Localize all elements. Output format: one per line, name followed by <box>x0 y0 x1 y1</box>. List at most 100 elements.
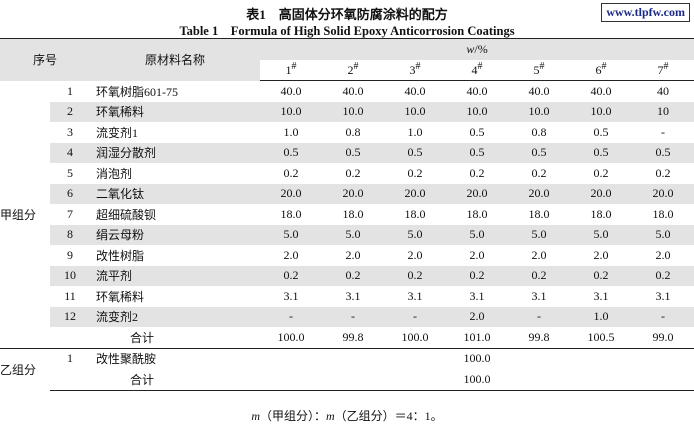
footnote-part: m <box>326 409 335 423</box>
value-cell: 1.0 <box>283 124 299 139</box>
watermark: www.tlpfw.com <box>601 3 690 22</box>
value-cell: 18.0 <box>528 206 550 221</box>
value-cell: 0.5 <box>508 142 571 163</box>
total-value: 100.0 <box>446 369 509 391</box>
seq-cell: 9 <box>67 247 73 262</box>
value-cell: 5.0 <box>446 224 509 245</box>
value-cell: 0.5 <box>260 142 323 163</box>
value-cell: 20.0 <box>632 183 694 204</box>
total-value: 99.8 <box>528 329 550 344</box>
formula-header: 4# <box>446 59 509 81</box>
value-cell: 5.0 <box>508 224 571 245</box>
formula-number: 1 <box>285 63 292 78</box>
table-row: 3 流变剂1 1.0 0.8 1.0 0.5 0.8 0.5 - <box>0 122 694 143</box>
value-cell: 2.0 <box>446 306 509 327</box>
value-cell: 2.0 <box>531 247 547 262</box>
value-cell: 20.0 <box>508 183 571 204</box>
name-cell: 改性树脂 <box>96 248 145 263</box>
value-cell: 18.0 <box>590 206 612 221</box>
value-cell: 0.5 <box>593 124 609 139</box>
value-cell: 3.1 <box>407 288 423 303</box>
value-cell: 20.0 <box>260 183 323 204</box>
w-symbol: w <box>466 41 475 56</box>
seq-cell: 8 <box>50 224 91 245</box>
value-cell: 18.0 <box>404 206 426 221</box>
header-cell: 原材料名称 <box>90 38 261 81</box>
formula-number: 5 <box>533 63 540 78</box>
formula-number: 7 <box>657 63 664 78</box>
formula-header: 2# <box>322 59 385 81</box>
name-cell: 超细硫酸钡 <box>96 207 157 222</box>
table-row: 9 改性树脂 2.0 2.0 2.0 2.0 2.0 2.0 2.0 <box>0 245 694 266</box>
table-row: 6 二氧化钛 20.0 20.0 20.0 20.0 20.0 20.0 20.0 <box>0 183 694 204</box>
value-cell: 0.2 <box>593 165 609 180</box>
value-cell: 18.0 <box>652 206 674 221</box>
formula-header: 3# <box>384 59 447 81</box>
formula-header: 5# <box>508 59 571 81</box>
value-cell: 0.8 <box>345 124 361 139</box>
seq-cell: 6 <box>50 183 91 204</box>
total-label: 合计 <box>90 369 261 391</box>
formula-table: 序号 原材料名称 w/% 1# 2# 3# 4# 5# 6# 7# 甲组分 1 环氧树脂601-… <box>0 38 694 391</box>
footnote-part: （乙组分）＝4：1。 <box>334 409 443 423</box>
empty-cell <box>260 347 447 369</box>
formula-mark: # <box>477 61 483 73</box>
total-value: 101.0 <box>463 329 491 344</box>
value-cell: 0.2 <box>384 265 447 286</box>
value-cell: 0.2 <box>531 165 547 180</box>
value-cell: 1.0 <box>570 306 633 327</box>
value-cell: 3.1 <box>593 288 609 303</box>
formula-header: 1# <box>260 59 323 81</box>
name-cell: 二氧化钛 <box>90 183 261 204</box>
value-cell: 40 <box>657 83 670 98</box>
value-cell: 10.0 <box>508 101 571 122</box>
value-cell: 10.0 <box>384 101 447 122</box>
value-cell: 2.0 <box>469 247 485 262</box>
empty-cell <box>50 327 90 348</box>
value-cell: 3.1 <box>283 288 299 303</box>
name-cell: 润湿分散剂 <box>90 142 261 163</box>
seq-cell: 7 <box>67 206 73 221</box>
value-cell: 2.0 <box>407 247 423 262</box>
header-text: 原材料名称 <box>145 53 206 68</box>
value-cell: 10.0 <box>322 101 385 122</box>
value-cell: 10 <box>632 101 694 122</box>
total-label: 合计 <box>130 330 155 345</box>
formula-mark: # <box>415 61 421 73</box>
total-row: 合计 100.0 <box>0 369 694 391</box>
value-cell: 0.8 <box>531 124 547 139</box>
value-cell: 5.0 <box>570 224 633 245</box>
value-cell: 0.5 <box>384 142 447 163</box>
value-cell: 0.2 <box>446 265 509 286</box>
value-cell: 3.1 <box>345 288 361 303</box>
value-cell: 0.2 <box>508 265 571 286</box>
formula-number: 2 <box>347 63 354 78</box>
value-cell: 0.2 <box>407 165 423 180</box>
seq-cell: 3 <box>67 124 73 139</box>
header-text: 序号 <box>33 53 58 68</box>
value-cell: 5.0 <box>260 224 323 245</box>
group-label: 甲组分 <box>0 207 37 222</box>
formula-header: 6# <box>570 59 633 81</box>
table-row: 甲组分 1 环氧树脂601-75 40.0 40.0 40.0 40.0 40.0 40.0 40 <box>0 81 694 222</box>
value-cell: 0.2 <box>260 265 323 286</box>
empty-cell <box>50 369 91 391</box>
value-cell: - <box>632 306 694 327</box>
empty-cell <box>260 369 447 391</box>
value-cell: 3.1 <box>655 288 671 303</box>
value-cell: 0.5 <box>322 142 385 163</box>
value-cell: 0.5 <box>446 142 509 163</box>
total-row: 合计 100.0 99.8 100.0 101.0 99.8 100.5 99.0 <box>0 327 694 348</box>
header-row: 序号 原材料名称 w/% <box>0 38 694 81</box>
value-cell: 5.0 <box>322 224 385 245</box>
name-cell: 消泡剂 <box>96 166 133 181</box>
seq-cell: 5 <box>67 165 73 180</box>
formula-number: 6 <box>595 63 602 78</box>
value-cell: 10.0 <box>446 101 509 122</box>
formula-mark: # <box>663 61 669 73</box>
total-value: 99.8 <box>342 329 364 344</box>
value-cell: 5.0 <box>632 224 694 245</box>
w-unit: /% <box>474 41 488 56</box>
